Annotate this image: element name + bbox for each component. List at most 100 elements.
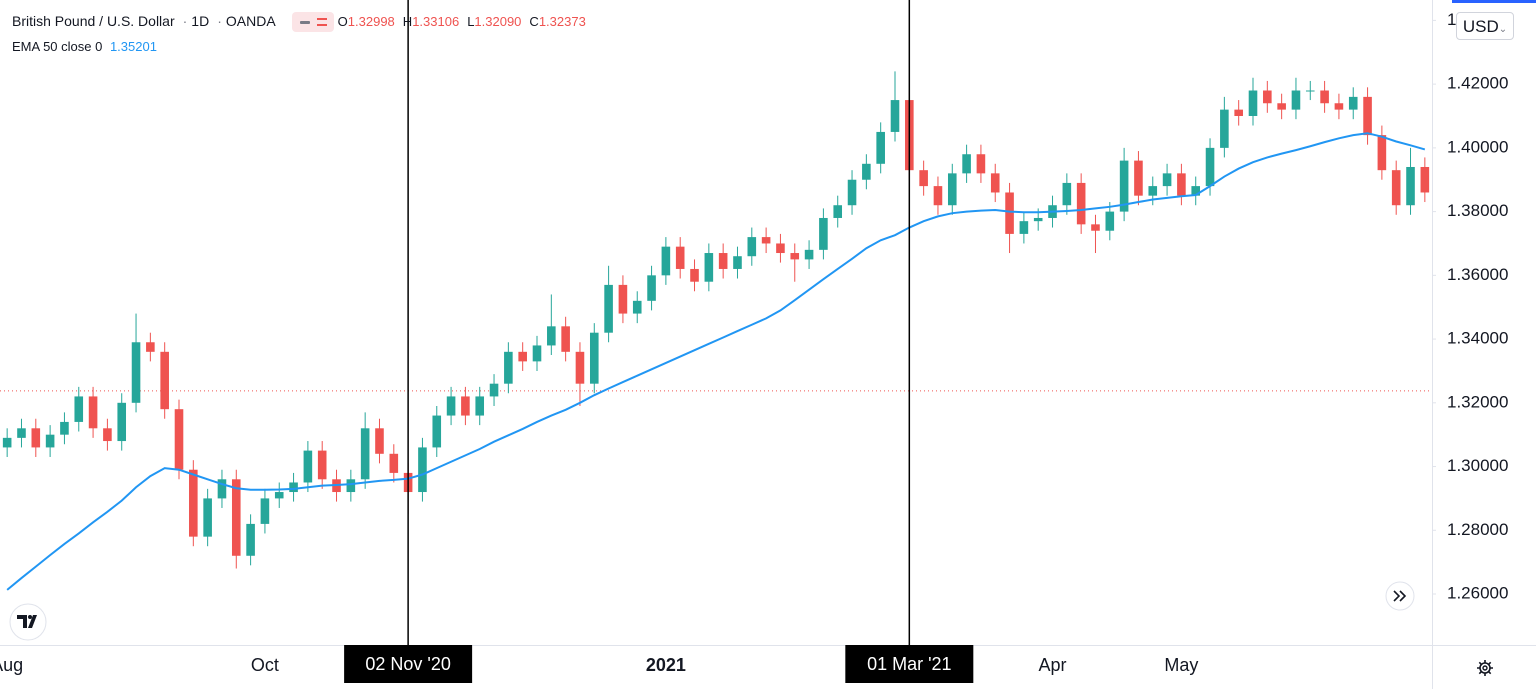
scroll-button[interactable] xyxy=(1385,581,1415,611)
candle-body xyxy=(632,300,642,314)
candle-body xyxy=(117,402,127,442)
candle-body xyxy=(231,479,241,556)
candle-body xyxy=(2,437,12,448)
candle-body xyxy=(1334,103,1344,110)
candle-body xyxy=(174,409,184,470)
candle-body xyxy=(504,351,513,384)
interval[interactable]: 1D xyxy=(191,12,210,29)
candle-body xyxy=(74,396,84,422)
candle-body xyxy=(1033,217,1043,222)
ohlc-letter: H xyxy=(402,13,413,29)
y-tick-label: 1.40000 xyxy=(1447,137,1508,156)
ohlc-value: 1.33106 xyxy=(412,13,460,29)
candle-body xyxy=(947,173,957,206)
candle-body xyxy=(1148,186,1158,196)
candle-body xyxy=(1062,182,1072,206)
plot-area xyxy=(0,0,1432,645)
candle-body xyxy=(146,342,155,352)
candle-body xyxy=(246,523,255,556)
candle-body xyxy=(761,237,771,244)
candle-body xyxy=(60,421,69,435)
candle-body xyxy=(518,351,527,362)
candle-body xyxy=(990,173,1000,193)
candle-body xyxy=(532,345,542,362)
candle-body xyxy=(976,154,986,174)
candle-body xyxy=(1205,147,1215,187)
y-tick-label: 1.32000 xyxy=(1447,392,1508,411)
ohlc-value: 1.32090 xyxy=(474,13,522,29)
candle-body xyxy=(833,205,843,218)
currency: USD xyxy=(1462,17,1499,36)
candle-body xyxy=(1220,109,1229,148)
x-tick-label: Aug xyxy=(0,655,23,675)
exchange: OANDA xyxy=(225,12,276,29)
ohlc-letter: O xyxy=(337,13,348,29)
candle-body xyxy=(1348,96,1358,110)
ohlc-legend: O1.32998 H1.33106 L1.32090 C1.32373 xyxy=(338,14,594,29)
logo[interactable] xyxy=(9,603,47,641)
candle-body xyxy=(1248,90,1258,116)
candle-body xyxy=(103,428,112,442)
candle-body xyxy=(747,237,757,257)
indicator-header: EMA 50 close 0 1.35201 xyxy=(12,39,161,54)
candle-body xyxy=(1420,166,1430,193)
candle-body xyxy=(1005,192,1014,234)
candle-body xyxy=(919,170,928,187)
candle-body xyxy=(1263,90,1272,104)
candle-body xyxy=(317,450,327,480)
candle-body xyxy=(274,492,284,499)
candle-body xyxy=(418,447,427,493)
settings-button[interactable] xyxy=(1477,660,1493,676)
candle-body xyxy=(962,154,971,174)
candle-body xyxy=(561,326,570,352)
candle-body xyxy=(45,434,55,448)
candle-body xyxy=(1305,90,1315,92)
marker-label: 02 Nov '20 xyxy=(365,654,451,674)
candle-body xyxy=(1391,170,1401,206)
candle-body xyxy=(189,469,198,537)
candle-body xyxy=(1076,182,1086,225)
candle-body xyxy=(475,396,485,416)
candle-body xyxy=(1019,221,1029,234)
ohlc-letter: L xyxy=(467,13,475,29)
candle-body xyxy=(461,396,470,416)
candle-body xyxy=(547,326,556,346)
x-tick-label: May xyxy=(1164,655,1198,675)
y-tick-label: 1.28000 xyxy=(1447,520,1508,539)
candle-body xyxy=(375,428,384,454)
candle-body xyxy=(1377,135,1387,171)
candle-body xyxy=(933,186,943,206)
candle-body xyxy=(890,100,900,132)
candle-body xyxy=(661,246,671,276)
candle-body xyxy=(575,351,585,384)
candle-body xyxy=(1091,224,1100,231)
candle-body xyxy=(31,428,41,448)
x-tick-label: Apr xyxy=(1039,655,1067,675)
candle-body xyxy=(1134,160,1143,196)
status-chip[interactable] xyxy=(291,12,334,32)
currency-button[interactable]: USD⌄ xyxy=(1456,12,1514,40)
candle-body xyxy=(432,415,442,448)
ohlc-value: 1.32998 xyxy=(347,13,395,29)
candle-body xyxy=(1406,166,1415,206)
ohlc-letter: C xyxy=(529,13,539,29)
x-tick-label: 2021 xyxy=(646,655,686,675)
candle-body xyxy=(303,450,313,483)
ema-line xyxy=(6,132,1426,591)
top-accent xyxy=(1452,0,1536,3)
candle-body xyxy=(718,253,728,269)
candle-body xyxy=(862,163,871,180)
candle-body xyxy=(847,179,857,206)
axes: 1.26000 1.28000 1.30000 1.32000 1.34000 1.360… xyxy=(0,10,1508,683)
candle-body xyxy=(1119,160,1129,212)
indicator-name[interactable]: EMA 50 close 0 xyxy=(12,39,103,54)
y-tick-label: 1.36000 xyxy=(1447,265,1508,284)
candle-body xyxy=(1234,109,1243,116)
ohlc-value: 1.32373 xyxy=(538,13,586,29)
candle-body xyxy=(1105,211,1115,231)
candle-body xyxy=(389,453,399,473)
symbol-name[interactable]: British Pound / U.S. Dollar xyxy=(12,12,175,29)
candle-body xyxy=(1291,90,1301,110)
